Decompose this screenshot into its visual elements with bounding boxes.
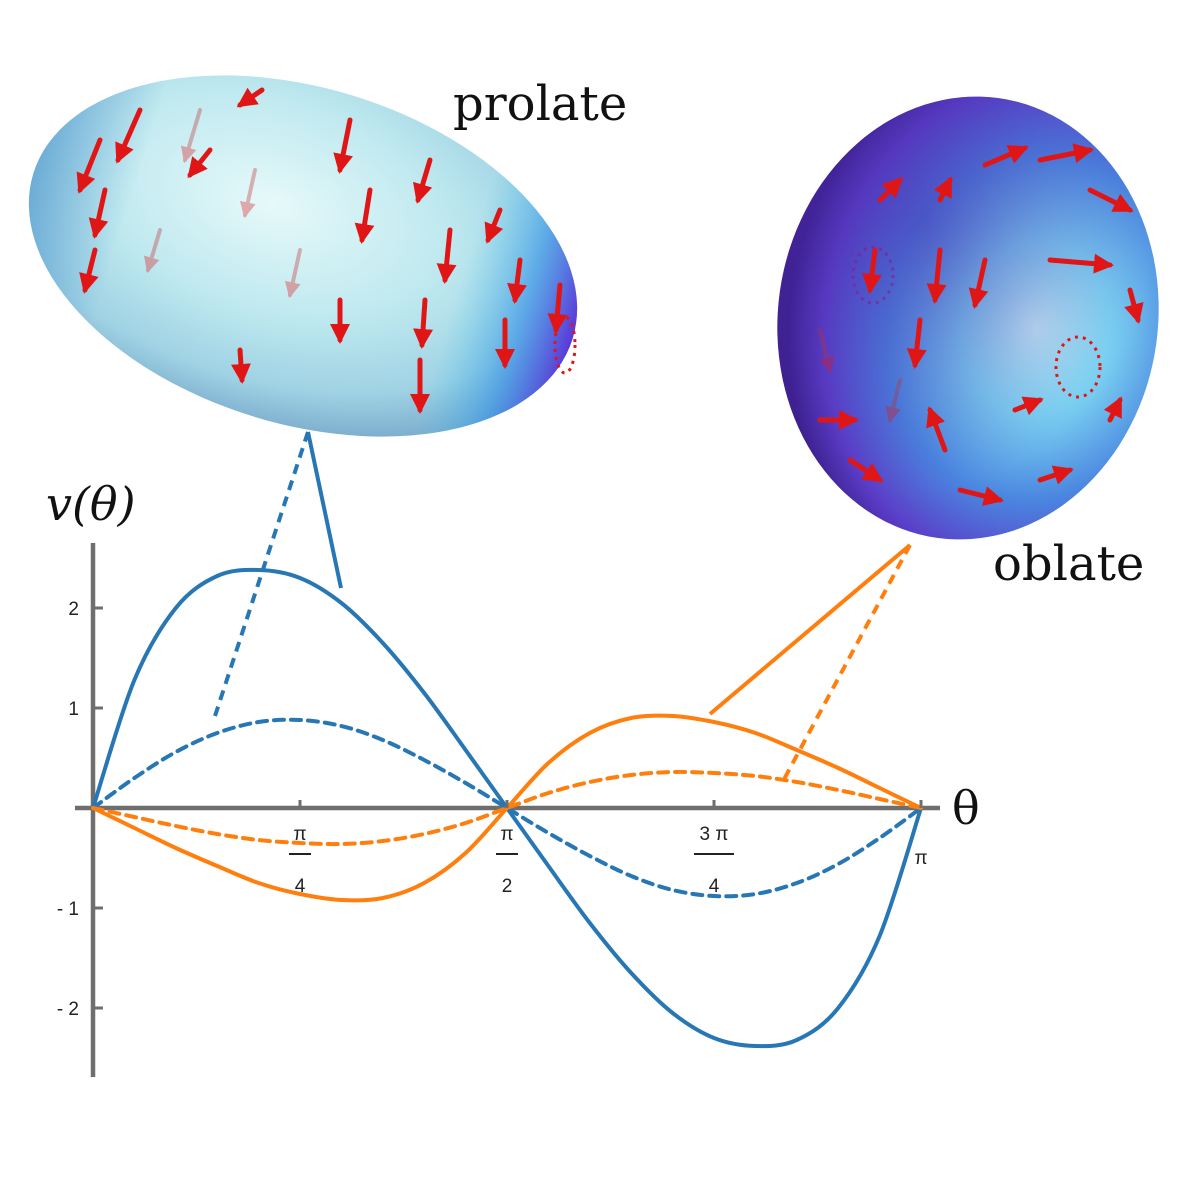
y-tick-2: 1 [68,699,103,720]
oblate-spheroid-icon [777,96,1159,540]
x-tick-numerator: 3 π [700,824,729,845]
prolate-connector-solid [306,431,343,589]
prolate-flow-arrows [76,87,577,414]
prolate-connectors [213,431,343,717]
x-tick-4: π [914,800,928,869]
x-tick-numerator: π [500,824,513,845]
prolate-label: prolate [453,76,627,132]
prolate-spheroid-icon [28,75,578,437]
oblate-connectors [708,543,912,784]
y-ticks: 2 1 - 1 - 2 [57,599,103,1020]
oblate-connector-dashed [780,544,912,784]
y-tick-label: - 2 [57,999,79,1020]
y-tick-label: 1 [68,699,79,720]
y-axis-title: v(θ) [46,477,136,531]
x-tick-denominator: 2 [502,876,513,897]
x-tick-3: 3 π 4 [694,800,735,897]
oblate-label: oblate [993,536,1144,592]
oblate-flow-arrows [817,143,1144,506]
x-tick-1: π4 [289,800,312,897]
x-tick-denominator: 4 [709,876,720,897]
x-tick-denominator: 4 [295,876,306,897]
y-tick-label: 2 [68,599,79,620]
x-tick-label: π [914,848,927,869]
y-tick-label: - 1 [57,899,79,920]
y-axis-title-text: v(θ) [46,477,136,531]
x-axis-title: θ [952,781,980,835]
y-tick-1: 2 [68,599,103,620]
y-tick-4: - 2 [57,999,103,1020]
oblate-connector-solid [708,543,912,716]
y-tick-3: - 1 [57,899,103,920]
x-tick-2: π2 [496,800,519,897]
x-tick-numerator: π [293,824,306,845]
oblate-dashed-curve [91,769,923,847]
